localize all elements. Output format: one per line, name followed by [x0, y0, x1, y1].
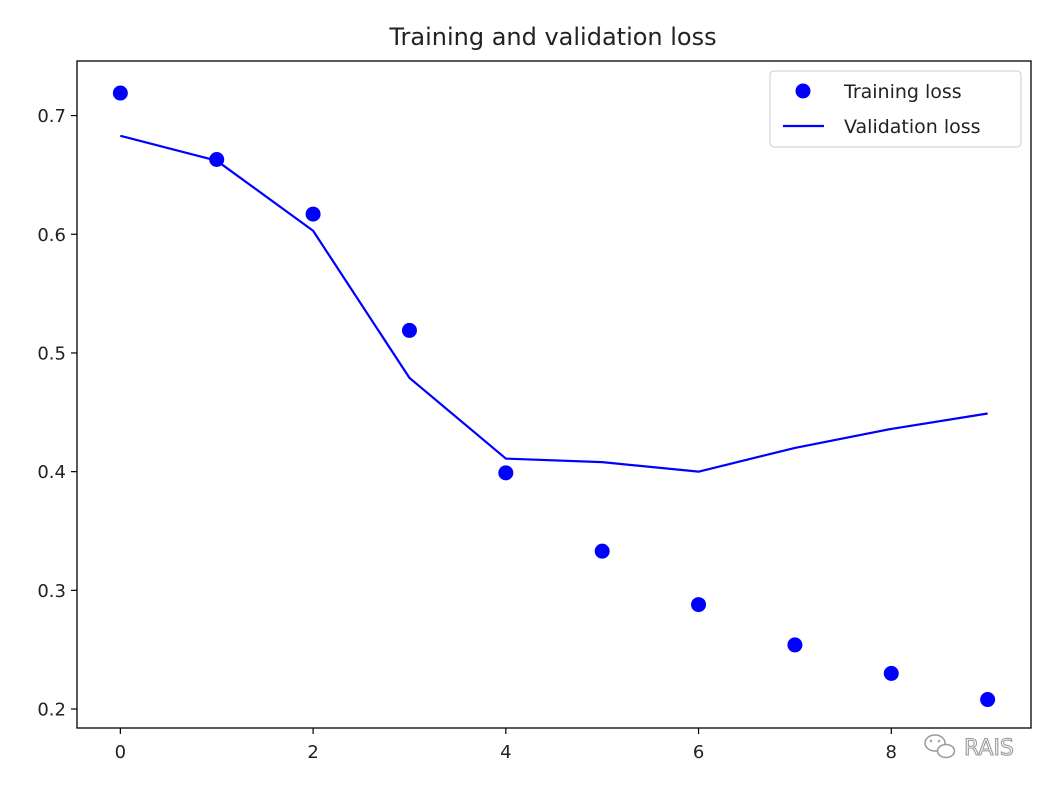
watermark-text: RAIS [964, 736, 1014, 761]
training-loss-point [305, 206, 321, 222]
x-axis: 0 2 4 6 8 [115, 728, 897, 763]
y-tick-label: 0.2 [37, 700, 66, 721]
x-tick-label: 0 [115, 742, 126, 763]
training-loss-point [787, 637, 803, 653]
training-loss-point [980, 692, 996, 708]
training-loss-point [209, 152, 225, 168]
axes-frame [76, 60, 1032, 729]
watermark: RAIS [924, 734, 1014, 762]
y-tick-label: 0.5 [37, 343, 66, 364]
y-tick-label: 0.3 [37, 581, 66, 602]
legend-training-label: Training loss [843, 81, 962, 103]
wechat-icon [924, 734, 956, 759]
y-tick-label: 0.6 [37, 225, 66, 246]
training-loss-point [594, 543, 610, 559]
x-tick-label: 4 [500, 742, 511, 763]
plot-marks [112, 85, 996, 708]
training-loss-point [498, 465, 514, 481]
training-loss-point [401, 322, 417, 338]
legend-training-marker [795, 83, 811, 99]
x-tick-label: 6 [693, 742, 704, 763]
y-axis: 0.2 0.3 0.4 0.5 0.6 0.7 [37, 106, 77, 721]
chart-title: Training and validation loss [388, 23, 716, 51]
legend-validation-label: Validation loss [844, 116, 981, 138]
training-loss-point [691, 597, 707, 613]
x-tick-label: 2 [307, 742, 318, 763]
y-tick-label: 0.7 [37, 106, 66, 127]
training-loss-point [112, 85, 128, 101]
training-loss-point [883, 665, 899, 681]
y-tick-label: 0.4 [37, 462, 66, 483]
legend: Training loss Validation loss [769, 70, 1022, 148]
validation-loss-line [120, 134, 988, 473]
x-tick-label: 8 [886, 742, 897, 763]
legend-box [769, 70, 1022, 148]
